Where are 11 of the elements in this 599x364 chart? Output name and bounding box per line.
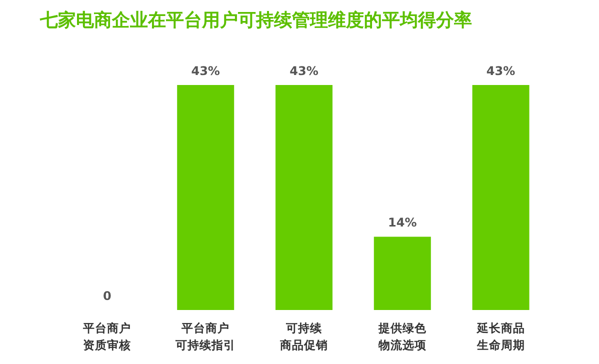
x-tick-label: 可持续商品促销 <box>279 321 328 352</box>
data-label: 43% <box>191 64 220 78</box>
chart-title: 七家电商企业在平台用户可持续管理维度的平均得分率 <box>39 10 472 31</box>
x-tick-label: 提供绿色物流选项 <box>377 321 428 352</box>
x-tick-label: 延长商品生命周期 <box>476 321 525 352</box>
data-label: 0 <box>103 289 112 303</box>
data-label: 43% <box>290 64 318 78</box>
x-tick-label: 平台商户资质审核 <box>82 321 132 352</box>
data-label: 14% <box>388 216 417 230</box>
data-label: 43% <box>486 64 516 78</box>
x-tick-label: 平台商户可持续指引 <box>174 321 236 352</box>
